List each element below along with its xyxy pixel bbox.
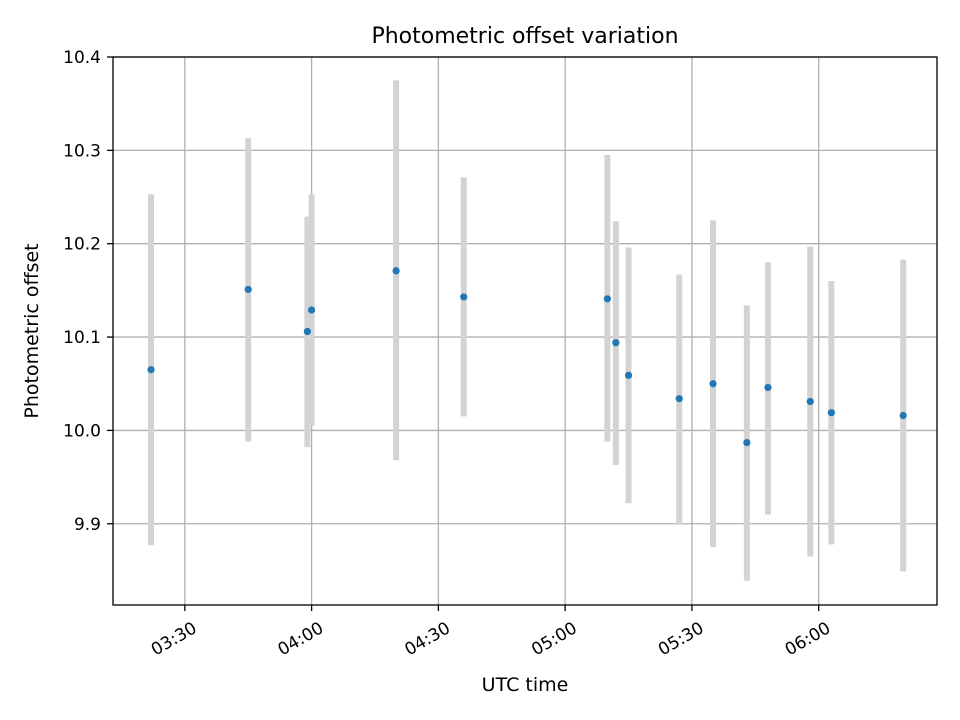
data-point [244,285,252,294]
y-axis-ticks: 9.9 10.0 10.1 10.2 10.3 10.4 [63,48,113,535]
data-point [743,438,751,447]
y-tick-label: 10.1 [63,328,101,348]
data-point [612,339,620,347]
data-point [603,295,612,303]
data-point [806,397,814,406]
data-point [624,371,633,379]
data-point [147,366,155,374]
data-point [303,327,311,336]
data-point [709,380,717,388]
data-point [764,383,772,392]
data-point [827,409,835,417]
chart-title: Photometric offset variation [371,24,678,49]
data-point [460,293,468,301]
data-points [147,267,907,447]
y-tick-label: 9.9 [74,515,101,535]
y-axis-label: Photometric offset [21,243,43,418]
plot-frame [112,56,938,606]
x-axis-label: UTC time [482,674,569,696]
plot-area [113,57,937,605]
y-tick-label: 10.2 [63,235,101,255]
y-tick-label: 10.0 [63,421,101,441]
y-tick-label: 10.3 [63,141,101,161]
data-point [308,306,316,314]
data-point [899,411,907,420]
y-tick-label: 10.4 [63,48,101,68]
data-point [392,267,400,275]
data-point [675,395,683,403]
